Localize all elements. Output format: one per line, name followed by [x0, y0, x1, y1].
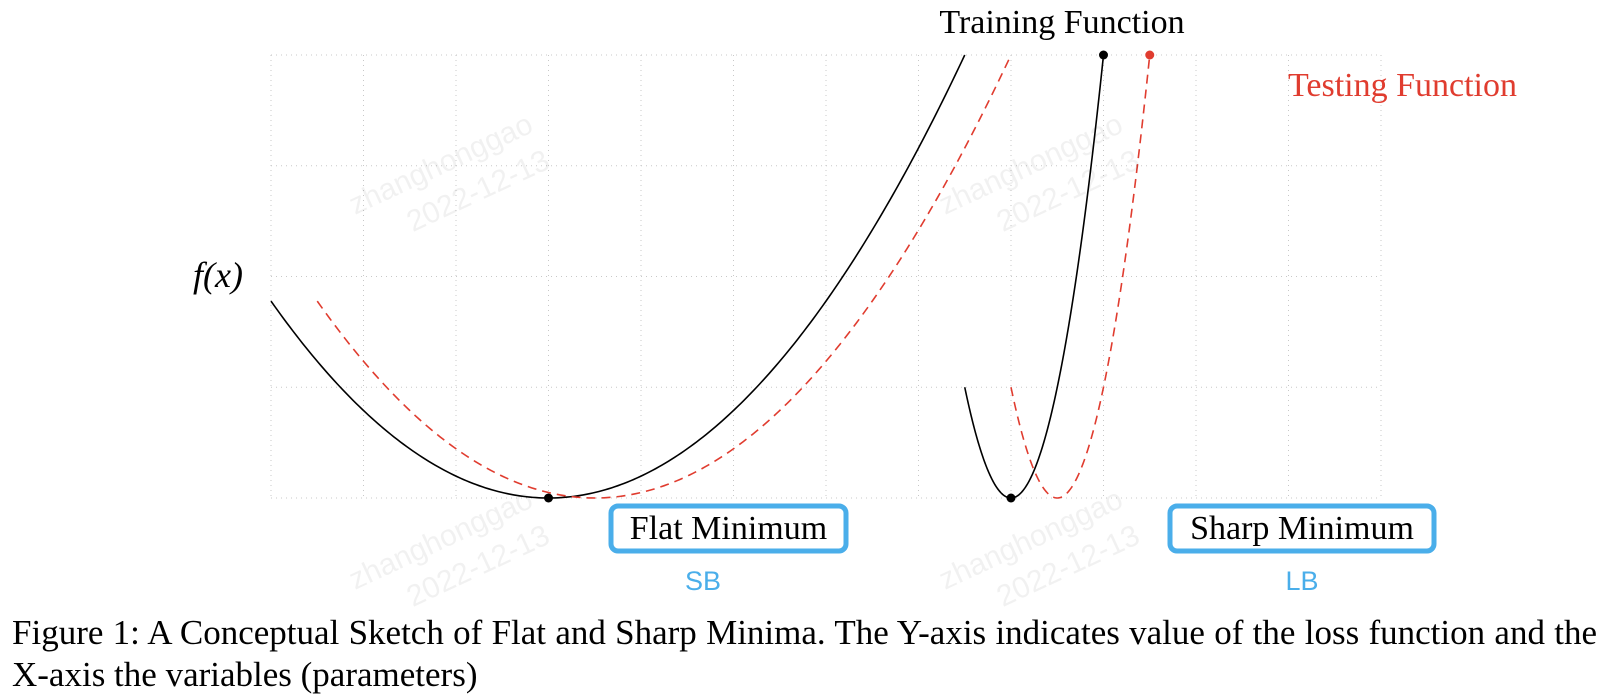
sb-tag: SB [685, 566, 721, 596]
flat-minimum-box [608, 503, 849, 554]
testing-end-point [1145, 50, 1155, 60]
grid [270, 54, 1382, 499]
points-layer [544, 50, 1155, 503]
flat-minimum-label: Flat Minimum [630, 510, 827, 547]
legend-testing-function: Testing Function [1288, 67, 1517, 104]
sharp-minimum-label: Sharp Minimum [1190, 510, 1414, 547]
flat-minimum-point [544, 493, 553, 503]
y-axis-label: f(x) [193, 255, 243, 295]
lb-tag: LB [1285, 566, 1318, 596]
training-function-sharp-segment [963, 54, 1105, 499]
training-end-point [1099, 50, 1108, 60]
chart-title: Training Function [939, 4, 1184, 41]
sharp-minimum-box [1167, 503, 1437, 554]
figure-caption: Figure 1: A Conceptual Sketch of Flat an… [12, 613, 1597, 694]
testing-function-flat-segment [316, 54, 1012, 499]
series-layer [270, 54, 1151, 499]
sharp-minimum-point [1006, 493, 1016, 503]
training-function-flat-segment [270, 54, 966, 499]
